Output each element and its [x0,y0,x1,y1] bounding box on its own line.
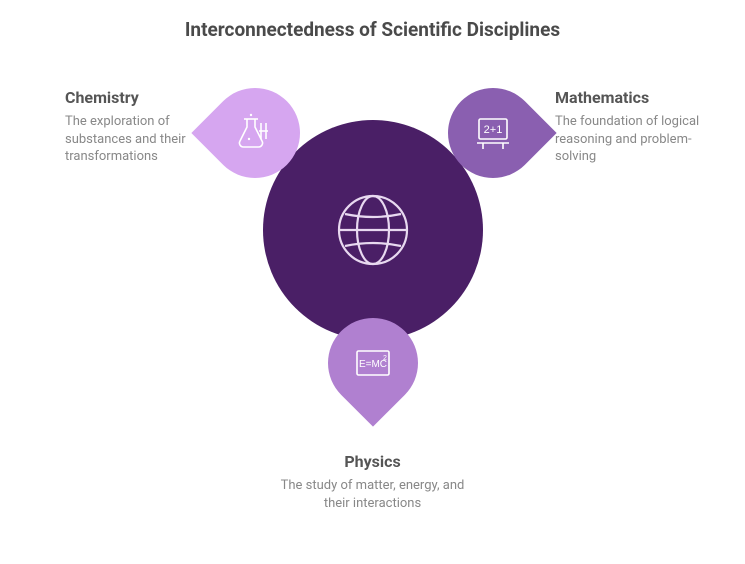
label-chemistry: Chemistry The exploration of substances … [65,88,215,166]
page-title: Interconnectedness of Scientific Discipl… [0,18,745,41]
chemistry-desc: The exploration of substances and their … [65,113,215,166]
chemistry-title: Chemistry [65,88,215,107]
label-physics: Physics The study of matter, energy, and… [0,452,745,512]
svg-text:2+1: 2+1 [484,124,503,136]
flask-icon [231,109,279,157]
physics-title: Physics [0,452,745,471]
globe-icon [323,180,423,280]
mathematics-desc: The foundation of logical reasoning and … [555,113,715,166]
physics-desc: The study of matter, energy, and their i… [273,477,473,512]
label-mathematics: Mathematics The foundation of logical re… [555,88,715,166]
svg-text:2: 2 [383,355,387,362]
center-circle [263,120,483,340]
emc2-icon: E=MC 2 [349,339,397,387]
chalkboard-icon: 2+1 [469,109,517,157]
mathematics-title: Mathematics [555,88,715,107]
